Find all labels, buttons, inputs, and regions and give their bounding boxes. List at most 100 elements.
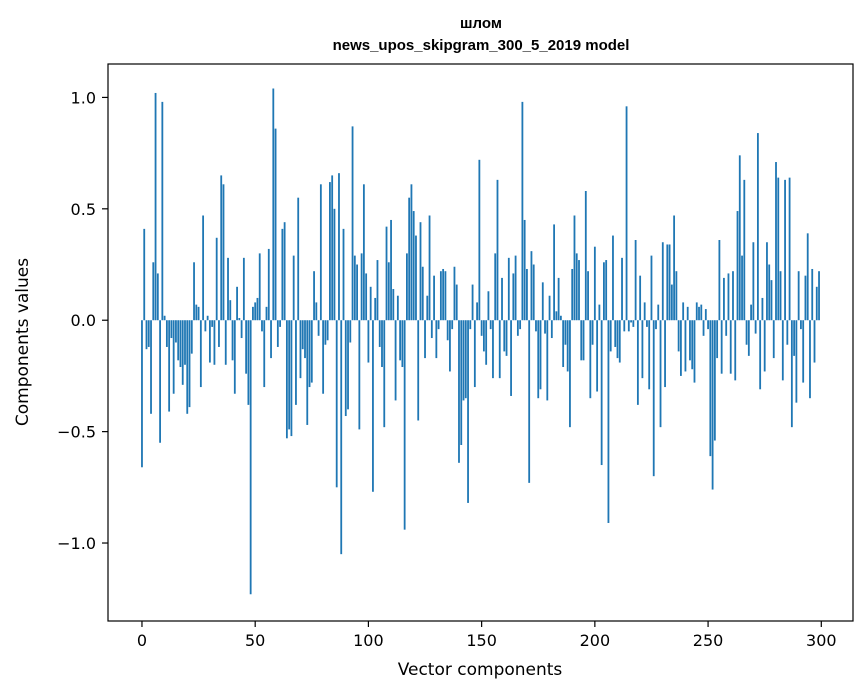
bar	[582, 320, 585, 361]
bar	[399, 320, 402, 361]
bar	[528, 320, 531, 483]
bar	[458, 320, 460, 463]
bar	[603, 262, 605, 321]
bar	[213, 320, 216, 365]
bar	[476, 302, 479, 321]
bar	[503, 320, 506, 352]
bar	[718, 240, 721, 321]
bar	[315, 302, 318, 321]
bar	[218, 320, 220, 347]
bar	[670, 284, 673, 321]
bar	[580, 320, 583, 361]
bar	[516, 320, 519, 336]
bar	[607, 320, 610, 523]
bar	[501, 277, 503, 321]
bar	[224, 320, 227, 365]
bar	[478, 159, 481, 321]
bar	[781, 320, 784, 381]
bar	[172, 320, 175, 394]
bar	[301, 320, 304, 350]
bar	[612, 235, 614, 321]
bar	[288, 320, 291, 430]
bar	[526, 268, 528, 321]
bar	[233, 320, 236, 394]
bar	[199, 320, 202, 388]
bar	[766, 242, 768, 321]
bar	[659, 320, 662, 428]
bar	[627, 320, 630, 332]
bar	[469, 320, 472, 330]
bar	[496, 179, 499, 321]
bar	[686, 306, 689, 321]
bar	[406, 253, 408, 321]
bar	[179, 320, 182, 368]
bar	[220, 175, 223, 321]
bar	[240, 320, 243, 339]
bar	[263, 320, 266, 388]
bar	[444, 271, 447, 321]
bar	[616, 320, 619, 359]
bar	[347, 320, 349, 410]
bar	[351, 126, 354, 321]
bar	[143, 228, 146, 321]
bar	[557, 277, 560, 321]
bar	[208, 320, 211, 363]
bar	[392, 289, 395, 321]
bar	[249, 320, 252, 595]
bar	[548, 295, 551, 321]
bar	[170, 320, 173, 339]
bar	[154, 92, 157, 321]
bar	[412, 211, 415, 321]
x-axis-ticks: 0 50 100 150 200 250 300	[137, 621, 837, 650]
bar	[743, 179, 746, 321]
bar	[252, 306, 254, 321]
y-axis-ticks: −1.0 −0.5 0.0 0.5 1.0	[57, 88, 108, 553]
bar	[700, 304, 703, 321]
bar	[150, 320, 152, 414]
bar	[394, 320, 397, 401]
bar	[521, 101, 524, 321]
bar	[591, 320, 594, 345]
bar	[473, 320, 476, 388]
bar	[661, 242, 664, 321]
bar	[652, 320, 655, 477]
bar	[215, 237, 218, 321]
bar	[417, 320, 420, 421]
bar	[636, 320, 639, 405]
bar	[401, 320, 404, 368]
bar	[442, 268, 445, 321]
x-tick-label: 50	[245, 631, 265, 650]
bar	[646, 320, 648, 327]
bar	[349, 320, 352, 343]
bar	[523, 219, 526, 321]
bar	[793, 320, 796, 356]
x-tick-label: 0	[137, 631, 147, 650]
bar	[756, 133, 759, 321]
bar	[535, 320, 537, 332]
bar	[761, 297, 764, 321]
bar	[460, 320, 463, 445]
bar	[800, 320, 802, 330]
x-tick-label: 250	[693, 631, 724, 650]
x-axis-label: Vector components	[398, 660, 563, 680]
bar	[168, 320, 171, 412]
bar	[815, 286, 818, 321]
bar	[614, 320, 617, 347]
bar	[317, 320, 320, 336]
bar	[514, 255, 517, 321]
bar	[254, 302, 257, 321]
bar	[453, 266, 456, 321]
bar	[752, 242, 755, 321]
bar	[788, 177, 791, 321]
bar	[734, 320, 737, 381]
bar	[331, 175, 334, 321]
bar	[365, 273, 368, 321]
bar	[625, 106, 628, 321]
bar	[704, 309, 707, 321]
bar	[177, 320, 180, 361]
bar	[639, 275, 642, 321]
bar	[274, 128, 277, 321]
y-tick-label: 0.5	[71, 200, 96, 219]
bar	[410, 184, 413, 321]
